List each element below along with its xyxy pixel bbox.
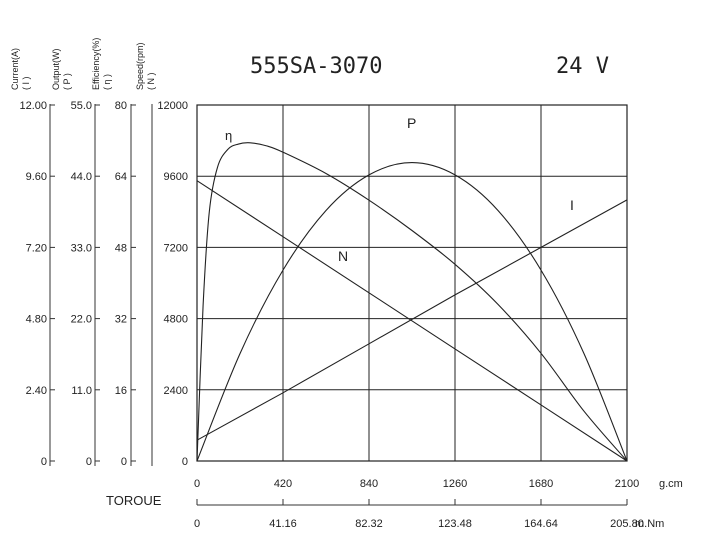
speed-tick-label: 2400: [164, 385, 188, 397]
efficiency-tick-label: 16: [115, 385, 127, 397]
series-label-n: N: [338, 248, 348, 264]
chart-title: 555SA-3070: [250, 54, 382, 79]
x2-tick-label: 82.32: [355, 518, 383, 530]
series-label-i: I: [570, 197, 574, 213]
efficiency-axis-title: Efficiency(%): [91, 38, 101, 90]
speed-tick-label: 9600: [164, 171, 188, 183]
output-tick-label: 0: [86, 456, 92, 468]
x-tick-label: 2100: [615, 478, 639, 490]
current-axis-symbol: ( I ): [21, 77, 31, 91]
efficiency-tick-label: 0: [121, 456, 127, 468]
speed-tick-label: 0: [182, 456, 188, 468]
efficiency-tick-label: 64: [115, 171, 127, 183]
x-tick-label: 1680: [529, 478, 553, 490]
output-tick-label: 33.0: [71, 242, 92, 254]
current-tick-label: 0: [41, 456, 47, 468]
efficiency-axis-symbol: ( η ): [102, 74, 112, 90]
output-curve: [196, 162, 628, 462]
x2-tick-label: 0: [194, 518, 200, 530]
x2-tick-label: 123.48: [438, 518, 472, 530]
voltage-label: 24 V: [556, 54, 609, 79]
y-tick-labels: 0 2.40 4.80 7.20 9.60 12.00 0 11.0 22.0 33.0 44.0 5…: [19, 100, 188, 468]
x-tick-label: 0: [194, 478, 200, 490]
current-axis-title: Current(A): [10, 48, 20, 90]
x-tick-label: 420: [274, 478, 292, 490]
output-axis-symbol: ( P ): [62, 73, 72, 90]
x2-tick-label: 41.16: [269, 518, 297, 530]
x2-tick-label: 164.64: [524, 518, 558, 530]
speed-tick-label: 4800: [164, 314, 188, 326]
current-tick-label: 9.60: [26, 171, 47, 183]
x2-tick-labels: 0 41.16 82.32 123.48 164.64 205.80: [194, 499, 644, 530]
speed-tick-label: 7200: [164, 242, 188, 254]
output-tick-label: 22.0: [71, 314, 92, 326]
plot-frame: [196, 104, 628, 462]
series-label-eta: η: [225, 128, 232, 143]
x2-tick-label: 205.80: [610, 518, 644, 530]
speed-axis-symbol: ( N ): [146, 73, 156, 91]
series-curves: [196, 142, 628, 462]
x-axis-title: TOROUE: [106, 493, 162, 508]
output-axis-title: Output(W): [51, 48, 61, 90]
output-tick-label: 11.0: [71, 385, 92, 397]
efficiency-tick-label: 80: [115, 100, 127, 112]
x2-unit-mnm: m.Nm: [635, 518, 664, 530]
current-curve: [196, 199, 628, 441]
speed-curve: [196, 180, 628, 462]
speed-tick-label: 12000: [157, 100, 188, 112]
output-tick-label: 44.0: [71, 171, 92, 183]
efficiency-tick-label: 32: [115, 314, 127, 326]
x-unit-gcm: g.cm: [659, 478, 683, 490]
current-tick-label: 12.00: [19, 100, 47, 112]
current-tick-label: 2.40: [26, 385, 47, 397]
grid-lines: [197, 105, 627, 461]
x-tick-label: 1260: [443, 478, 467, 490]
current-tick-label: 4.80: [26, 314, 47, 326]
current-tick-label: 7.20: [26, 242, 47, 254]
x-tick-labels: 0 420 840 1260 1680 2100: [194, 478, 639, 490]
speed-axis-title: Speed(rpm): [135, 42, 145, 90]
series-label-p: P: [407, 115, 416, 131]
x-tick-label: 840: [360, 478, 378, 490]
output-tick-label: 55.0: [71, 100, 92, 112]
efficiency-curve: [196, 142, 628, 462]
efficiency-tick-label: 48: [115, 242, 127, 254]
